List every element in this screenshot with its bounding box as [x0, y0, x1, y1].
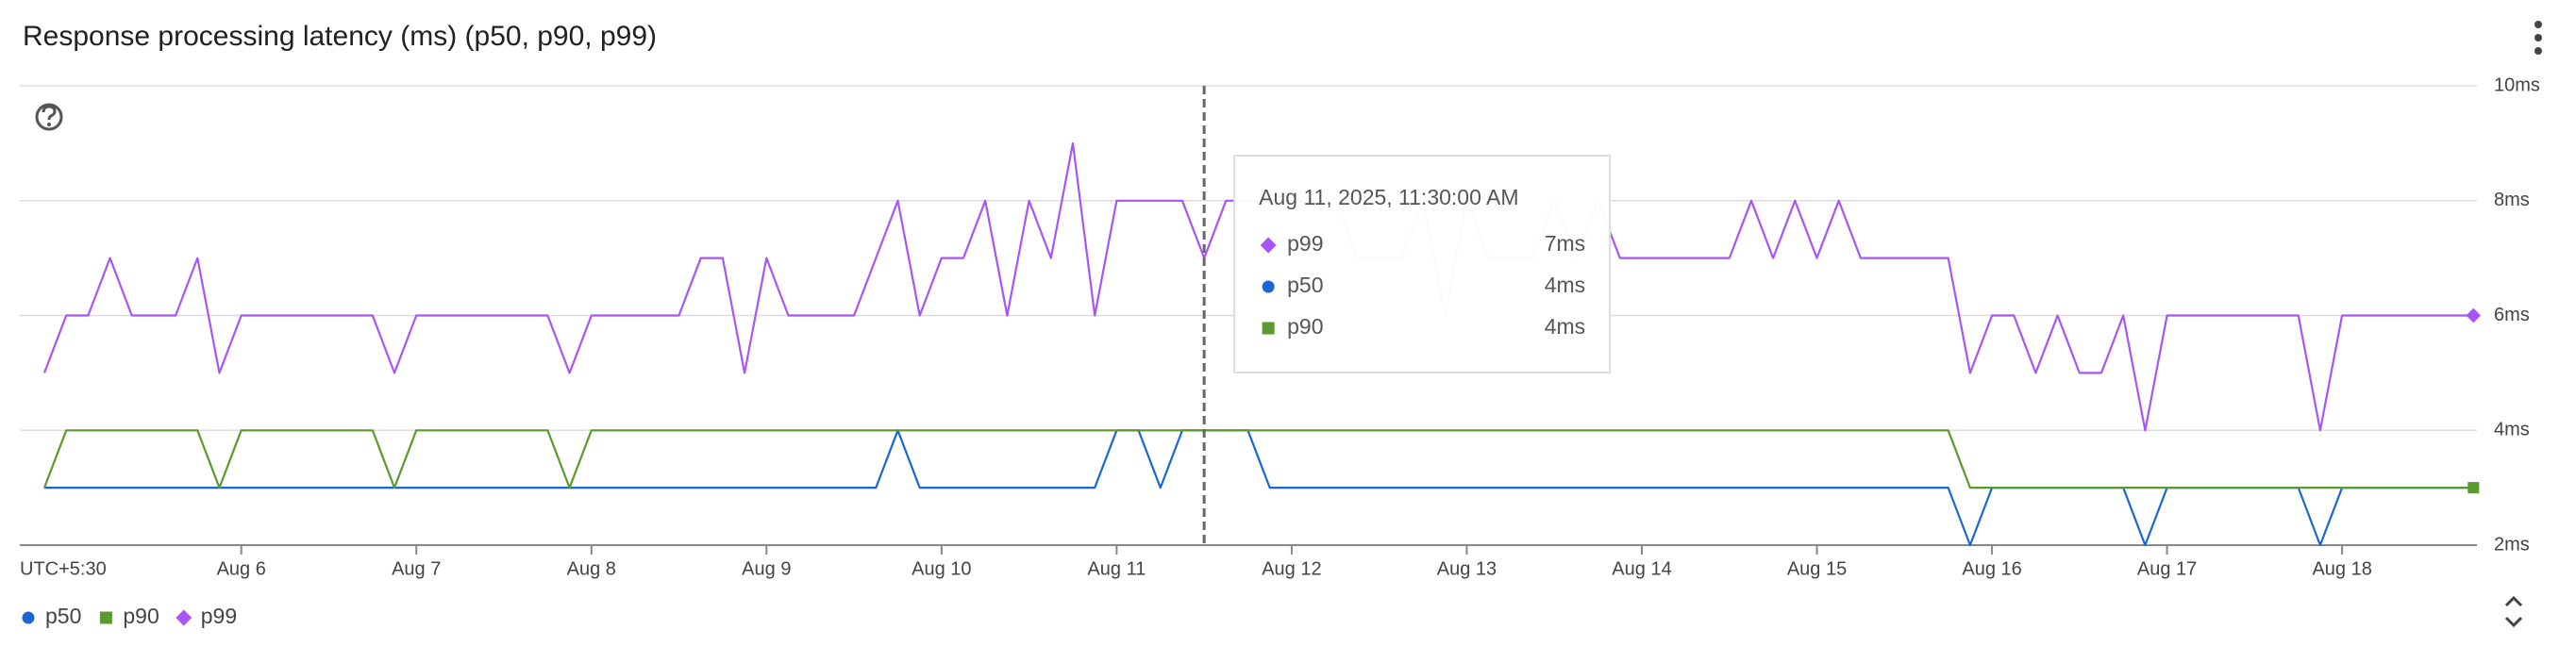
y-tick-label: 6ms: [2494, 305, 2530, 325]
x-tick-label: Aug 10: [912, 558, 971, 579]
y-tick-label: 4ms: [2494, 420, 2530, 440]
legend-label: p90: [123, 604, 159, 628]
timezone-label: UTC+5:30: [20, 558, 107, 579]
x-tick-label: Aug 6: [217, 558, 266, 579]
tooltip-title: Aug 11, 2025, 11:30:00 AM: [1259, 185, 1518, 209]
tooltip: [1233, 155, 1612, 373]
x-tick-label: Aug 12: [1262, 558, 1321, 579]
tooltip-value: 4ms: [1545, 314, 1585, 339]
x-tick-label: Aug 8: [567, 558, 616, 579]
x-tick-label: Aug 17: [2137, 558, 2197, 579]
y-tick-label: 10ms: [2494, 75, 2540, 95]
tooltip-series: p90: [1287, 314, 1323, 339]
legend-marker: [176, 609, 192, 626]
tooltip-marker: [1262, 280, 1275, 293]
x-tick-label: Aug 16: [1962, 558, 2021, 579]
end-marker: [2467, 482, 2480, 494]
y-tick-label: 2ms: [2494, 534, 2530, 555]
series-line: [42, 429, 2474, 489]
x-tick-label: Aug 9: [742, 558, 791, 579]
legend-marker: [22, 611, 35, 624]
tooltip-value: 4ms: [1545, 273, 1585, 297]
x-tick-label: Aug 18: [2312, 558, 2371, 579]
tooltip-marker: [1260, 237, 1277, 254]
tooltip-series: p99: [1287, 231, 1323, 256]
legend-label: p99: [201, 604, 237, 628]
x-tick-label: Aug 14: [1612, 558, 1671, 579]
tooltip-series: p50: [1287, 273, 1323, 297]
y-tick-label: 8ms: [2494, 190, 2530, 210]
legend-label: p50: [45, 604, 81, 628]
tooltip-marker: [1262, 322, 1275, 335]
more-menu[interactable]: [2534, 21, 2542, 55]
x-tick-label: Aug 11: [1087, 558, 1146, 579]
x-tick-label: Aug 13: [1437, 558, 1497, 579]
expand-toggle[interactable]: [2504, 595, 2523, 628]
legend-marker: [99, 611, 112, 624]
end-marker: [2466, 307, 2482, 324]
x-tick-label: Aug 15: [1787, 558, 1847, 579]
help-icon[interactable]: [35, 103, 63, 131]
tooltip-value: 7ms: [1545, 231, 1585, 256]
chart-title: Response processing latency (ms) (p50, p…: [23, 21, 657, 52]
x-tick-label: Aug 7: [392, 558, 441, 579]
